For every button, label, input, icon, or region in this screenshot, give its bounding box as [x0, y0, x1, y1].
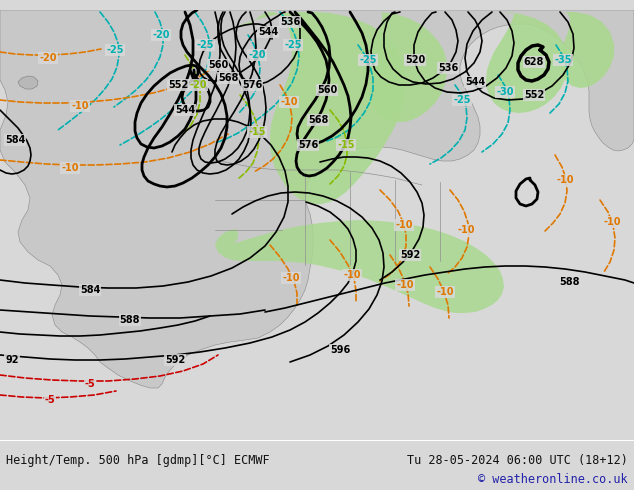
Text: -10: -10 — [280, 97, 298, 107]
Text: -15: -15 — [337, 140, 355, 150]
Text: 552: 552 — [168, 80, 188, 90]
Text: 520: 520 — [405, 55, 425, 65]
Text: 588: 588 — [560, 277, 580, 287]
Text: 596: 596 — [330, 345, 350, 355]
Text: -30: -30 — [496, 87, 514, 97]
Text: 592: 592 — [165, 355, 185, 365]
Polygon shape — [0, 10, 634, 388]
Text: 628: 628 — [524, 57, 544, 67]
Text: 544: 544 — [465, 77, 485, 87]
Text: 536: 536 — [280, 17, 300, 27]
Text: 584: 584 — [80, 285, 100, 295]
Text: -15: -15 — [249, 127, 266, 137]
Text: -20: -20 — [152, 30, 170, 40]
Text: 576: 576 — [242, 80, 262, 90]
Text: -10: -10 — [396, 280, 414, 290]
Text: 592: 592 — [400, 250, 420, 260]
Text: -25: -25 — [453, 95, 471, 105]
Text: -10: -10 — [556, 175, 574, 185]
Text: © weatheronline.co.uk: © weatheronline.co.uk — [478, 473, 628, 486]
Text: -25: -25 — [107, 45, 124, 55]
Text: 584: 584 — [5, 135, 25, 145]
Text: Height/Temp. 500 hPa [gdmp][°C] ECMWF: Height/Temp. 500 hPa [gdmp][°C] ECMWF — [6, 454, 270, 467]
Polygon shape — [240, 12, 406, 204]
Text: 552: 552 — [524, 90, 544, 100]
Text: -35: -35 — [554, 55, 572, 65]
Text: 588: 588 — [120, 315, 140, 325]
Polygon shape — [486, 12, 568, 113]
Polygon shape — [363, 12, 447, 122]
Text: 560: 560 — [208, 60, 228, 70]
Text: 544: 544 — [175, 105, 195, 115]
Text: -25: -25 — [197, 40, 214, 50]
Text: -10: -10 — [61, 163, 79, 173]
Polygon shape — [18, 76, 38, 89]
Text: 536: 536 — [438, 63, 458, 73]
Text: 576: 576 — [298, 140, 318, 150]
Polygon shape — [560, 12, 614, 88]
Text: -20: -20 — [249, 50, 266, 60]
Text: 560: 560 — [317, 85, 337, 95]
Text: -10: -10 — [282, 273, 300, 283]
Text: 92: 92 — [5, 355, 19, 365]
Text: -10: -10 — [343, 270, 361, 280]
Text: -25: -25 — [359, 55, 377, 65]
Text: -10: -10 — [603, 217, 621, 227]
Text: -5: -5 — [84, 379, 95, 389]
Polygon shape — [215, 220, 504, 313]
Text: -20: -20 — [39, 53, 57, 63]
Text: -10: -10 — [71, 101, 89, 111]
Text: -10: -10 — [436, 287, 454, 297]
Text: 568: 568 — [308, 115, 328, 125]
Text: -5: -5 — [44, 395, 55, 405]
Text: -25: -25 — [284, 40, 302, 50]
Text: 568: 568 — [218, 73, 238, 83]
Text: 544: 544 — [258, 27, 278, 37]
Text: -20: -20 — [190, 80, 207, 90]
Text: -10: -10 — [457, 225, 475, 235]
Text: -10: -10 — [395, 220, 413, 230]
Text: Tu 28-05-2024 06:00 UTC (18+12): Tu 28-05-2024 06:00 UTC (18+12) — [407, 454, 628, 467]
